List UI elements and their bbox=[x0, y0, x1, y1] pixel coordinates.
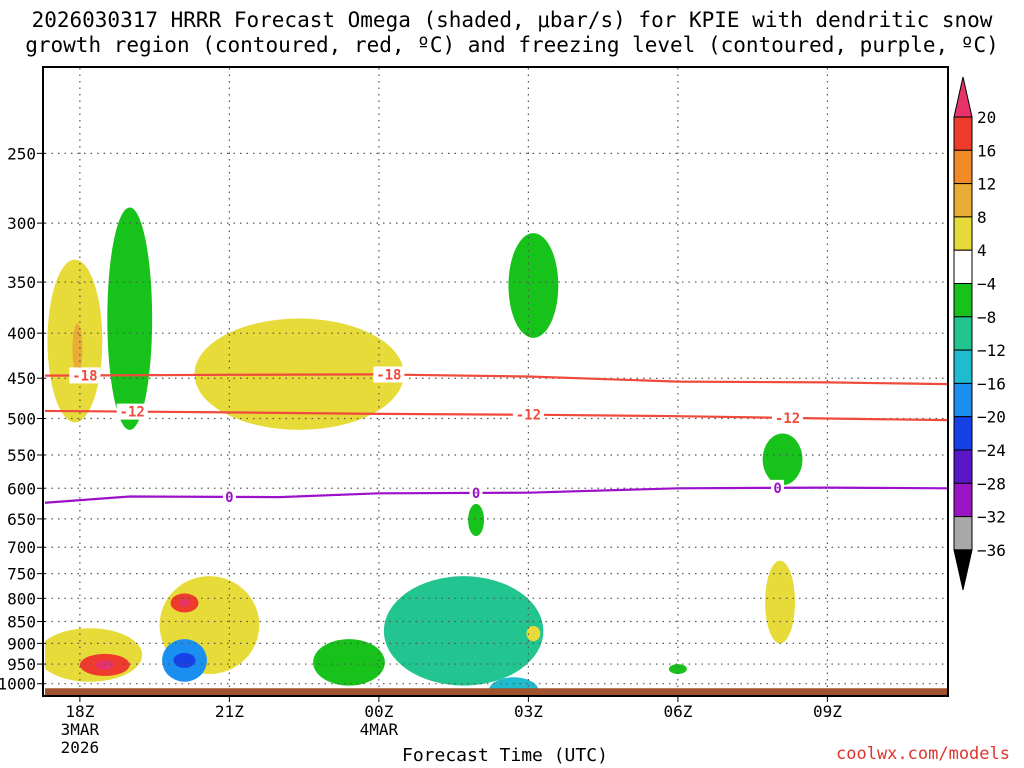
colorbar-swatch bbox=[953, 316, 973, 351]
isotherm-label-bg bbox=[116, 403, 148, 420]
colorbar-swatch bbox=[953, 249, 973, 284]
y-tick-label-900: 900 bbox=[7, 634, 36, 653]
colorbar-swatch bbox=[953, 116, 973, 151]
x-tick-label-03Z: 03Z bbox=[514, 702, 543, 721]
colorbar-label: 4 bbox=[977, 241, 987, 260]
isotherm-label-bg bbox=[469, 484, 483, 501]
isotherm--18C bbox=[45, 373, 947, 386]
omega-region-low-warm-4 bbox=[765, 560, 796, 644]
isotherm-label-bg bbox=[69, 367, 101, 384]
isotherm-label--12C: -12 bbox=[775, 411, 800, 427]
colorbar-swatch bbox=[953, 349, 973, 384]
isotherm-label-bg bbox=[222, 488, 236, 505]
plot-frame bbox=[42, 66, 949, 697]
colorbar-swatch bbox=[953, 283, 973, 318]
x-tick-label-21Z: 21Z bbox=[215, 702, 244, 721]
isotherm-label--12C: -12 bbox=[516, 408, 541, 424]
colorbar-label: −32 bbox=[977, 508, 1006, 527]
isotherm-label--12C: -12 bbox=[120, 405, 145, 421]
colorbar-label: −16 bbox=[977, 374, 1006, 393]
colorbar-swatch bbox=[953, 149, 973, 185]
isotherm-label-0C freezing level: 0 bbox=[773, 481, 781, 497]
x-tick-sublabel: 2026 bbox=[61, 738, 100, 757]
x-tick-label-18Z: 18Z bbox=[65, 702, 94, 721]
colorbar-bottom-arrow bbox=[953, 549, 973, 591]
isotherm-label--18C: -18 bbox=[72, 368, 97, 384]
colorbar-top-arrow bbox=[953, 76, 973, 118]
colorbar: 20 16 12 8 4 −4 −8 −12 −16 −20 −24 −28 −32 −36 bbox=[953, 76, 1006, 591]
chart-title-line-2: growth region (contoured, red, ºC) and f… bbox=[25, 33, 999, 57]
isotherm-label-0C freezing level: 0 bbox=[225, 490, 233, 506]
axis-labels: 250 300 350 400 450 500 550 600 650 700 750 800 850 9… bbox=[0, 144, 842, 757]
omega-region-low-neg-3 bbox=[383, 576, 544, 686]
colorbar-label: 8 bbox=[977, 208, 987, 227]
colorbar-swatch bbox=[953, 382, 973, 418]
isotherm-label--18C: -18 bbox=[376, 368, 401, 384]
colorbar-label: 16 bbox=[977, 141, 996, 160]
omega-region-mid-neg-2 bbox=[468, 503, 485, 537]
colorbar-label: −4 bbox=[977, 275, 996, 294]
colorbar-label: −36 bbox=[977, 541, 1006, 560]
isotherm-label-bg bbox=[772, 409, 804, 426]
ground-surface bbox=[45, 688, 947, 695]
omega-region-upper-neg-2 bbox=[508, 233, 559, 338]
y-tick-label-1000: 1000 bbox=[0, 675, 36, 694]
omega-core-low-core-2 bbox=[179, 599, 190, 607]
colorbar-label: −12 bbox=[977, 341, 1006, 360]
isotherm-label-bg bbox=[512, 406, 544, 423]
credit-link[interactable]: coolwx.com/models bbox=[836, 744, 1010, 764]
x-axis-title: Forecast Time (UTC) bbox=[402, 745, 608, 766]
grid-lines bbox=[45, 68, 947, 689]
colorbar-label: −20 bbox=[977, 408, 1006, 427]
y-tick-label-650: 650 bbox=[7, 510, 36, 529]
y-tick-label-800: 800 bbox=[7, 589, 36, 608]
colorbar-swatch bbox=[953, 516, 973, 551]
y-tick-label-250: 250 bbox=[7, 144, 36, 163]
isotherm-label-bg bbox=[771, 479, 785, 496]
y-tick-label-750: 750 bbox=[7, 565, 36, 584]
omega-region-low-warm-3 bbox=[526, 625, 541, 642]
colorbar-swatch bbox=[953, 183, 973, 218]
y-tick-label-450: 450 bbox=[7, 369, 36, 388]
x-tick-label-09Z: 09Z bbox=[813, 702, 842, 721]
y-tick-label-300: 300 bbox=[7, 214, 36, 233]
colorbar-label: 12 bbox=[977, 175, 996, 194]
colorbar-swatch bbox=[953, 416, 973, 451]
y-tick-label-350: 350 bbox=[7, 273, 36, 292]
x-tick-label-06Z: 06Z bbox=[663, 702, 692, 721]
omega-shading bbox=[45, 207, 803, 695]
y-tick-label-500: 500 bbox=[7, 410, 36, 429]
y-tick-label-700: 700 bbox=[7, 538, 36, 557]
y-tick-label-600: 600 bbox=[7, 479, 36, 498]
isotherm-label-0C freezing level: 0 bbox=[472, 486, 480, 502]
chart-title-line-1: 2026030317 HRRR Forecast Omega (shaded, … bbox=[31, 8, 993, 32]
omega-region-upper-neg-1 bbox=[107, 207, 153, 430]
colorbar-swatch bbox=[953, 482, 973, 518]
omega-region-upper-core-1 bbox=[72, 323, 83, 374]
omega-region-low-neg-2 bbox=[313, 639, 385, 686]
colorbar-label: −8 bbox=[977, 308, 996, 327]
y-tick-label-400: 400 bbox=[7, 324, 36, 343]
omega-region-mid-neg-1 bbox=[762, 433, 803, 486]
isotherm-contours: -18 -18 -12 -12 -12 0 0 0 bbox=[45, 366, 947, 506]
x-tick-sublabel: 4MAR bbox=[360, 720, 399, 739]
isotherm-label-bg bbox=[373, 366, 405, 383]
y-tick-label-850: 850 bbox=[7, 613, 36, 632]
y-tick-label-550: 550 bbox=[7, 446, 36, 465]
colorbar-swatch bbox=[953, 449, 973, 484]
colorbar-label: −24 bbox=[977, 441, 1006, 460]
colorbar-swatch bbox=[953, 216, 973, 251]
isotherm-0C freezing level bbox=[45, 486, 947, 504]
y-tick-label-950: 950 bbox=[7, 655, 36, 674]
colorbar-label: 20 bbox=[977, 108, 996, 127]
colorbar-label: −28 bbox=[977, 474, 1006, 493]
omega-core-low-neg-1 bbox=[173, 652, 196, 668]
omega-core-low-core-1 bbox=[95, 659, 114, 670]
x-tick-sublabel: 3MAR bbox=[61, 720, 100, 739]
ground-layer bbox=[45, 688, 947, 695]
x-tick-label-00Z: 00Z bbox=[364, 702, 393, 721]
omega-region-low-neg-4 bbox=[668, 664, 687, 675]
